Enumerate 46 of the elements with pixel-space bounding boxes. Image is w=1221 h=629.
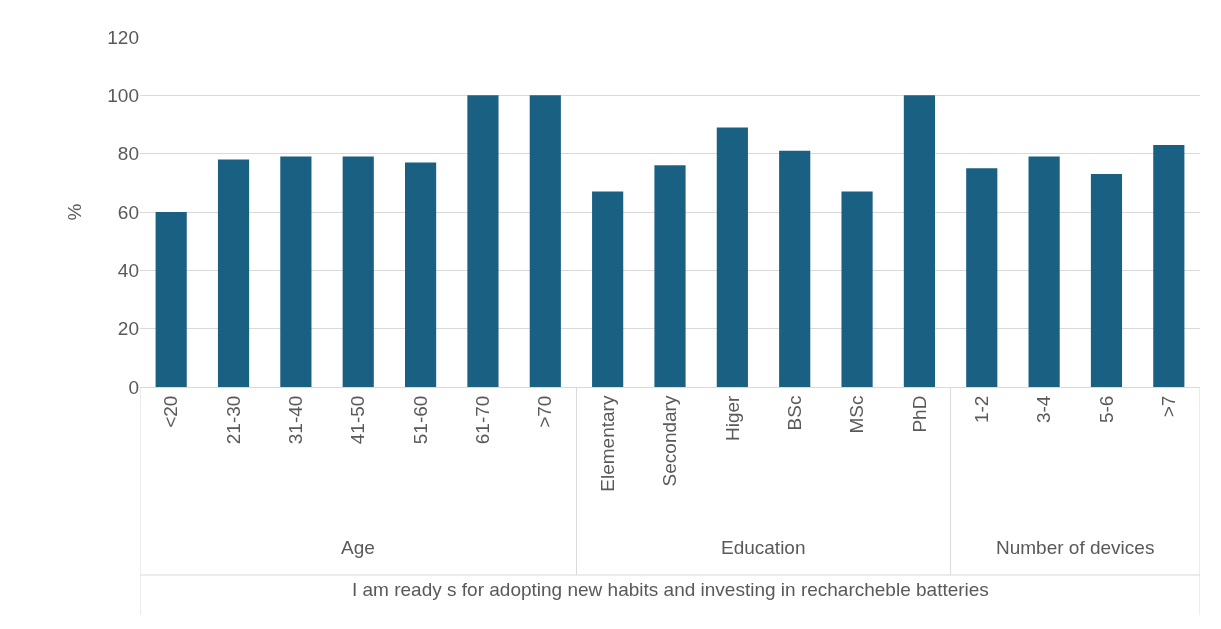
x-tick-label: 61-70 — [472, 395, 494, 445]
text: Number of devices — [996, 537, 1155, 558]
bar — [903, 95, 935, 387]
x-tick-label: BSc — [783, 395, 805, 431]
x-tick-label: <20 — [160, 395, 182, 428]
y-tick-label: 20 — [117, 318, 139, 340]
x-tick-label: Higer — [721, 394, 743, 442]
bar — [1090, 174, 1123, 387]
bar — [716, 127, 748, 387]
y-tick-label: 120 — [107, 26, 139, 48]
x-tick-label: PhD — [908, 395, 930, 433]
text: Education — [721, 537, 806, 558]
bar — [966, 168, 998, 387]
y-tick-label: 100 — [107, 84, 139, 106]
x-tick-label: 31-40 — [285, 395, 307, 445]
x-tick-label: 3-4 — [1033, 395, 1055, 424]
bar — [280, 156, 312, 387]
bar — [1153, 144, 1185, 387]
x-tick-label: 1-2 — [970, 395, 992, 424]
x-tick-label: MSc — [846, 395, 868, 434]
y-tick-label: 60 — [117, 201, 139, 223]
x-tick-label: 51-60 — [409, 395, 431, 445]
text: Age — [341, 537, 375, 558]
y-tick-label: 40 — [117, 259, 139, 281]
x-axis-title: I am ready s for adopting new habits and investing in recharcheble batteries — [352, 579, 989, 600]
x-tick-label: >7 — [1157, 395, 1179, 418]
x-tick-label: 41-50 — [347, 395, 369, 445]
bar — [405, 162, 437, 387]
y-tick-label: 80 — [117, 143, 139, 165]
bar — [155, 212, 187, 387]
x-tick-label: Secondary — [659, 395, 681, 487]
bar — [1028, 156, 1060, 387]
bar — [654, 165, 686, 387]
x-tick-label: Elementary — [596, 395, 618, 492]
bar — [841, 191, 873, 387]
bar — [467, 95, 499, 387]
bar — [592, 191, 624, 387]
x-tick-label: 21-30 — [222, 395, 244, 445]
bar — [342, 156, 374, 387]
bar — [529, 95, 561, 387]
bar — [217, 159, 250, 387]
x-tick-label: >70 — [534, 395, 556, 428]
bar — [779, 150, 811, 387]
x-tick-label: 5-6 — [1095, 395, 1117, 424]
y-tick-label: 0 — [128, 376, 139, 398]
y-axis-title: % — [64, 203, 86, 221]
